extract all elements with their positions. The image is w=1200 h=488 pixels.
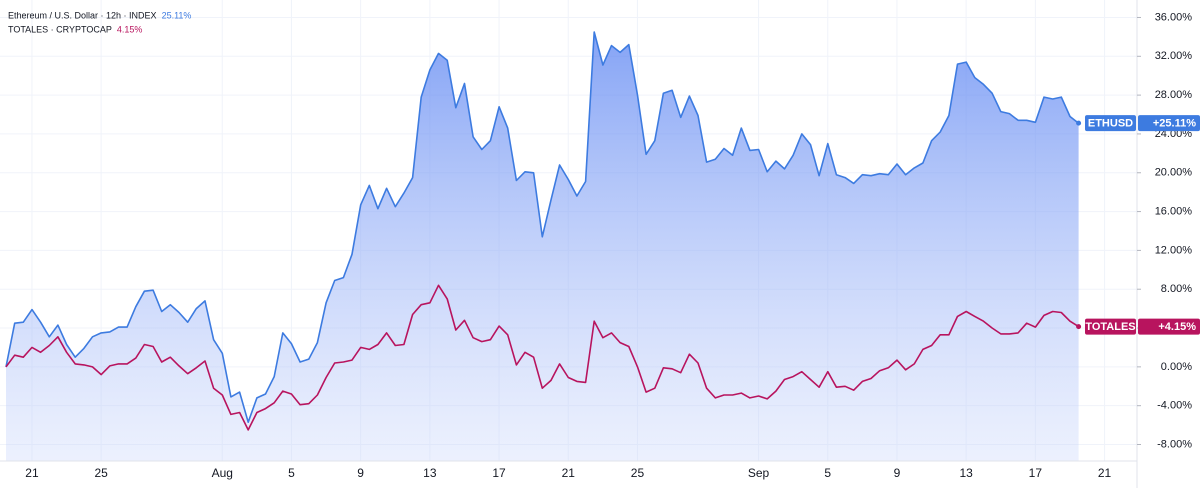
y-tick-label: 0.00%	[1161, 361, 1192, 373]
series-value-badge-label: +25.11%	[1153, 118, 1196, 130]
series-value-badge	[1138, 115, 1200, 132]
x-tick-label: 25	[94, 466, 108, 480]
legend-label: Ethereum / U.S. Dollar · 12h · INDEX	[8, 10, 157, 20]
legend-label: TOTALES · CRYPTOCAP	[8, 24, 112, 34]
x-tick-label: 25	[631, 466, 645, 480]
x-tick-label: 21	[562, 466, 576, 480]
y-tick-label: 12.00%	[1155, 244, 1193, 256]
series-badge	[1085, 115, 1136, 132]
line	[5, 31, 1080, 423]
x-tick-label: 13	[959, 466, 973, 480]
legend-value: 25.11%	[162, 10, 192, 20]
x-tick-label: 17	[1029, 466, 1043, 480]
series-badge-name: TOTALES	[1085, 321, 1135, 333]
series-badge-name: ETHUSD	[1088, 118, 1133, 130]
y-tick-label: 20.00%	[1155, 167, 1193, 179]
x-tick-label: 9	[357, 466, 364, 480]
x-tick-label: Aug	[212, 466, 233, 480]
last-point	[1076, 324, 1082, 330]
x-tick-label: 13	[423, 466, 437, 480]
last-point	[1076, 120, 1082, 126]
series-badge	[1085, 318, 1136, 335]
series-value-badge-label: +4.15%	[1158, 321, 1196, 333]
legend-value: 4.15%	[117, 24, 143, 34]
line	[5, 284, 1080, 431]
plot-layer	[5, 31, 1082, 461]
series-value-badge	[1138, 318, 1200, 335]
x-tick-label: 5	[288, 466, 295, 480]
y-tick-label: 32.00%	[1155, 50, 1193, 62]
y-tick-label: -8.00%	[1157, 438, 1192, 450]
x-tick-label: 21	[25, 466, 39, 480]
x-tick-label: 17	[492, 466, 506, 480]
area	[6, 32, 1079, 461]
x-tick-label: 21	[1098, 466, 1112, 480]
y-tick-label: 36.00%	[1155, 11, 1193, 23]
axis-layer: 36.00%32.00%28.00%24.00%20.00%16.00%12.0…	[25, 11, 1200, 480]
y-tick-label: 8.00%	[1161, 283, 1192, 295]
x-tick-label: 5	[824, 466, 831, 480]
y-tick-label: -4.00%	[1157, 400, 1192, 412]
x-tick-label: 9	[894, 466, 901, 480]
y-tick-label: 28.00%	[1155, 89, 1193, 101]
x-tick-label: Sep	[748, 466, 770, 480]
legend: Ethereum / U.S. Dollar · 12h · INDEX 25.1…	[8, 10, 191, 34]
y-tick-label: 16.00%	[1155, 205, 1193, 217]
